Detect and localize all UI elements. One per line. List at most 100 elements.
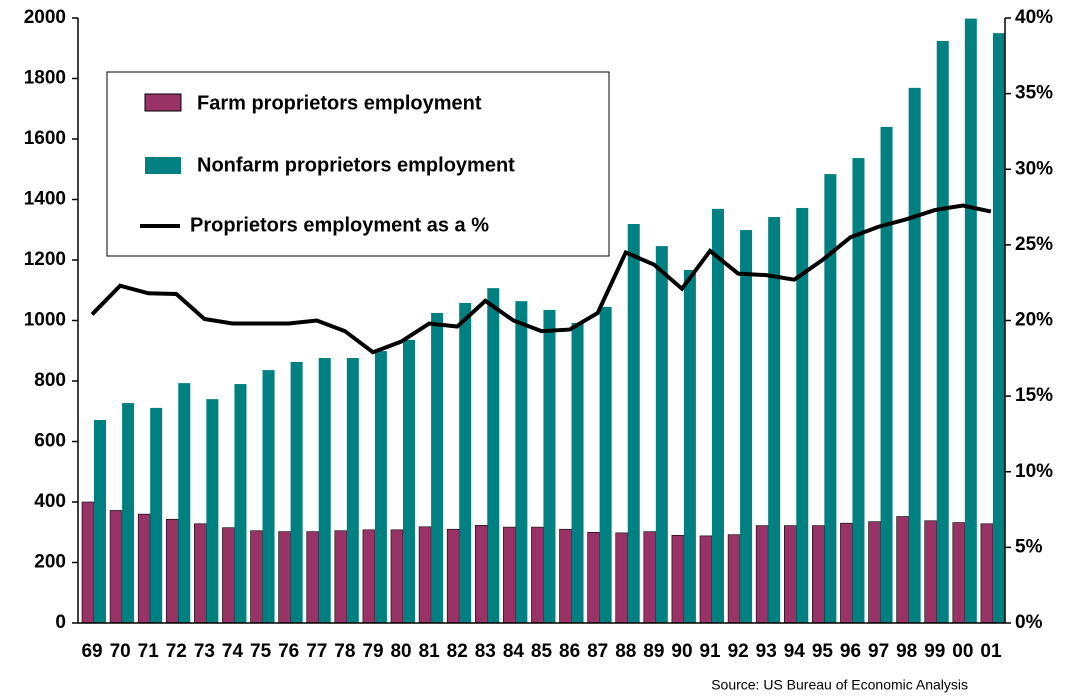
x-tick-label: 71: [138, 641, 160, 662]
bar: [122, 403, 135, 623]
bar: [643, 531, 657, 624]
y2-tick-label: 10%: [1015, 461, 1053, 482]
bar: [896, 516, 909, 624]
x-tick-label: 94: [784, 641, 806, 662]
bar: [94, 420, 106, 623]
y2-tick-label: 20%: [1015, 310, 1053, 331]
bar: [194, 523, 207, 624]
bar: [318, 358, 331, 623]
x-tick-label: 83: [475, 641, 496, 662]
x-tick-label: 78: [334, 641, 355, 662]
y-tick-label: 2000: [24, 7, 66, 28]
bar: [222, 527, 235, 624]
legend-box: [106, 71, 610, 257]
bar: [459, 302, 472, 623]
y2-tick-label: 25%: [1015, 234, 1053, 255]
legend-swatch: [144, 93, 182, 112]
x-tick-label: 69: [81, 641, 102, 662]
source-note: Source: US Bureau of Economic Analysis: [711, 677, 968, 693]
bar: [150, 407, 163, 623]
bar: [952, 522, 966, 624]
x-tick-label: 88: [615, 641, 636, 662]
x-tick-label: 85: [531, 641, 553, 662]
x-tick-label: 86: [559, 641, 580, 662]
x-tick-label: 00: [952, 641, 973, 662]
bar: [431, 312, 444, 623]
x-tick-label: 91: [699, 641, 721, 662]
x-tick-label: 77: [306, 641, 327, 662]
y-tick-label: 600: [34, 431, 66, 452]
y2-tick-label: 35%: [1015, 83, 1053, 104]
bar: [474, 524, 488, 624]
bar: [446, 528, 460, 624]
bar: [81, 501, 95, 624]
y-tick-label: 1000: [24, 310, 66, 331]
bar: [234, 384, 247, 623]
x-tick-label: 92: [728, 641, 749, 662]
x-tick-label: 84: [503, 641, 525, 662]
y2-tick-label: 40%: [1015, 7, 1053, 28]
x-tick-label: 98: [896, 641, 917, 662]
bar: [615, 532, 629, 624]
bar: [880, 126, 893, 624]
y-tick-label: 1200: [24, 249, 66, 270]
bar: [587, 531, 600, 624]
y-tick-label: 800: [34, 370, 66, 391]
y2-tick-label: 15%: [1015, 385, 1053, 406]
x-tick-label: 81: [419, 641, 441, 662]
bar: [727, 534, 741, 624]
x-tick-label: 79: [362, 641, 383, 662]
bar: [390, 529, 404, 624]
bar: [627, 224, 640, 623]
bar: [992, 33, 1005, 623]
bar: [109, 510, 123, 624]
bar: [543, 309, 556, 623]
x-tick-label: 72: [166, 641, 187, 662]
bar: [362, 529, 376, 624]
bar: [487, 288, 500, 623]
bar: [306, 531, 320, 624]
x-tick-label: 73: [194, 641, 215, 662]
bar: [599, 306, 612, 623]
bar: [908, 87, 921, 623]
bar: [165, 518, 179, 624]
x-tick-label: 95: [812, 641, 834, 662]
x-tick-label: 76: [278, 641, 299, 662]
y-tick-label: 400: [34, 491, 66, 512]
x-tick-label: 89: [643, 641, 664, 662]
bar: [712, 208, 724, 623]
bar: [655, 246, 668, 623]
x-tick-label: 96: [840, 641, 861, 662]
legend-label: Proprietors employment as a %: [190, 214, 489, 236]
y-tick-label: 1400: [24, 189, 66, 210]
y2-tick-label: 30%: [1015, 158, 1053, 179]
bar: [278, 531, 291, 624]
bar: [178, 383, 191, 623]
x-tick-label: 97: [868, 641, 889, 662]
bar: [740, 230, 753, 624]
bar: [683, 269, 696, 623]
x-tick-label: 70: [110, 641, 131, 662]
x-tick-label: 87: [587, 641, 608, 662]
bar: [515, 301, 528, 623]
bar: [924, 520, 938, 624]
bar: [206, 399, 219, 623]
bar: [262, 370, 275, 623]
x-tick-label: 80: [390, 641, 411, 662]
y-tick-label: 0: [55, 612, 66, 633]
x-tick-label: 74: [222, 641, 244, 662]
bar: [824, 174, 837, 623]
bar: [137, 513, 151, 624]
bar: [980, 523, 994, 624]
bar: [783, 525, 797, 624]
bar: [755, 525, 769, 624]
bar: [964, 18, 977, 624]
bar: [403, 339, 415, 623]
bar: [290, 361, 303, 623]
bar: [768, 217, 781, 624]
bar: [346, 358, 359, 623]
legend-swatch: [145, 157, 181, 174]
x-tick-label: 99: [924, 641, 945, 662]
x-tick-label: 75: [250, 641, 272, 662]
